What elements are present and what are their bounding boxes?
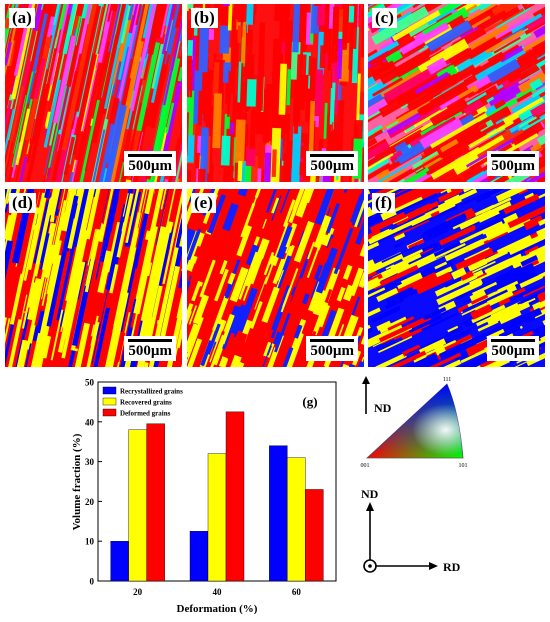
td-axis-dot-icon <box>368 564 372 568</box>
bar <box>111 541 129 581</box>
bars <box>111 412 324 581</box>
y-axis-ticks: 0 10 20 30 40 50 <box>85 378 102 587</box>
sample-nd-label: ND <box>361 487 379 501</box>
legend-label: Recrystallized grains <box>120 388 183 396</box>
bar <box>226 412 244 581</box>
ipf-color-triangle <box>367 384 463 458</box>
x-tick-label: 20 <box>133 587 143 597</box>
legend-label: Deformed grains <box>120 410 171 418</box>
chart-panel-label: (g) <box>302 394 317 409</box>
chart-svg: 0 10 20 30 40 50 20 40 60 Recrystallized grains… <box>70 372 342 617</box>
panel-label: (a) <box>9 8 35 28</box>
legend-swatch <box>103 387 116 394</box>
bar <box>269 446 287 581</box>
y-tick-label: 40 <box>85 417 95 427</box>
scale-bar-text: 500µm <box>310 343 354 359</box>
nd-label: ND <box>374 401 392 415</box>
legend-label: Recovered grains <box>120 399 172 407</box>
scale-bar-text: 500µm <box>491 158 535 174</box>
y-axis-label: Volume fraction (%) <box>71 433 83 530</box>
scale-bar: 500µm <box>487 336 539 361</box>
scale-bar-text: 500µm <box>128 158 172 174</box>
scale-bar: 500µm <box>124 151 176 176</box>
micrograph-panel-a: (a) 500µm <box>5 4 182 182</box>
scale-bar: 500µm <box>487 151 539 176</box>
micrograph-panel-e: (e) 500µm <box>187 189 364 367</box>
scale-bar: 500µm <box>306 336 358 361</box>
orientation-key: ND 111 001 101 ND RD <box>355 372 550 617</box>
ipf-corner-111: 111 <box>443 377 452 383</box>
bar <box>147 424 165 581</box>
ipf-corner-101: 101 <box>459 463 468 469</box>
micrograph-panel-b: (b) 500µm <box>187 4 364 182</box>
panel-label: (e) <box>191 193 216 213</box>
bar <box>129 430 147 581</box>
panel-label: (f) <box>372 193 395 213</box>
scale-bar-text: 500µm <box>491 343 535 359</box>
bar <box>208 454 226 581</box>
micrograph-panel-d: (d) 500µm <box>5 189 182 367</box>
y-tick-label: 10 <box>85 537 95 547</box>
micrograph-panel-c: (c) 500µm <box>368 4 545 182</box>
orientation-key-svg: ND 111 001 101 ND RD <box>355 372 550 617</box>
x-tick-label: 60 <box>292 587 302 597</box>
scale-bar-text: 500µm <box>310 158 354 174</box>
chart-legend: Recrystallized grains Recovered grains Def… <box>103 387 183 418</box>
x-tick-label: 40 <box>213 587 223 597</box>
ipf-corner-001: 001 <box>361 463 370 469</box>
bar <box>305 489 323 581</box>
scale-bar-text: 500µm <box>128 343 172 359</box>
y-tick-label: 0 <box>90 577 95 587</box>
scale-bar: 500µm <box>124 336 176 361</box>
volume-fraction-chart: 0 10 20 30 40 50 20 40 60 Recrystallized grains… <box>70 372 342 617</box>
x-axis-label: Deformation (%) <box>177 603 258 615</box>
sample-rd-arrow-head <box>429 562 438 570</box>
bar <box>190 531 208 581</box>
micrograph-panel-f: (f) 500µm <box>368 189 545 367</box>
legend-swatch <box>103 398 116 405</box>
panel-label: (c) <box>372 8 397 28</box>
panel-label: (d) <box>9 193 36 213</box>
y-tick-label: 30 <box>85 457 95 467</box>
bar <box>287 458 305 581</box>
legend-swatch <box>103 409 116 416</box>
y-tick-label: 50 <box>85 378 95 388</box>
sample-rd-label: RD <box>443 560 461 574</box>
sample-nd-arrow-head <box>366 502 374 511</box>
y-tick-label: 20 <box>85 497 95 507</box>
panel-label: (b) <box>191 8 218 28</box>
nd-arrow-head <box>362 376 370 384</box>
scale-bar: 500µm <box>306 151 358 176</box>
